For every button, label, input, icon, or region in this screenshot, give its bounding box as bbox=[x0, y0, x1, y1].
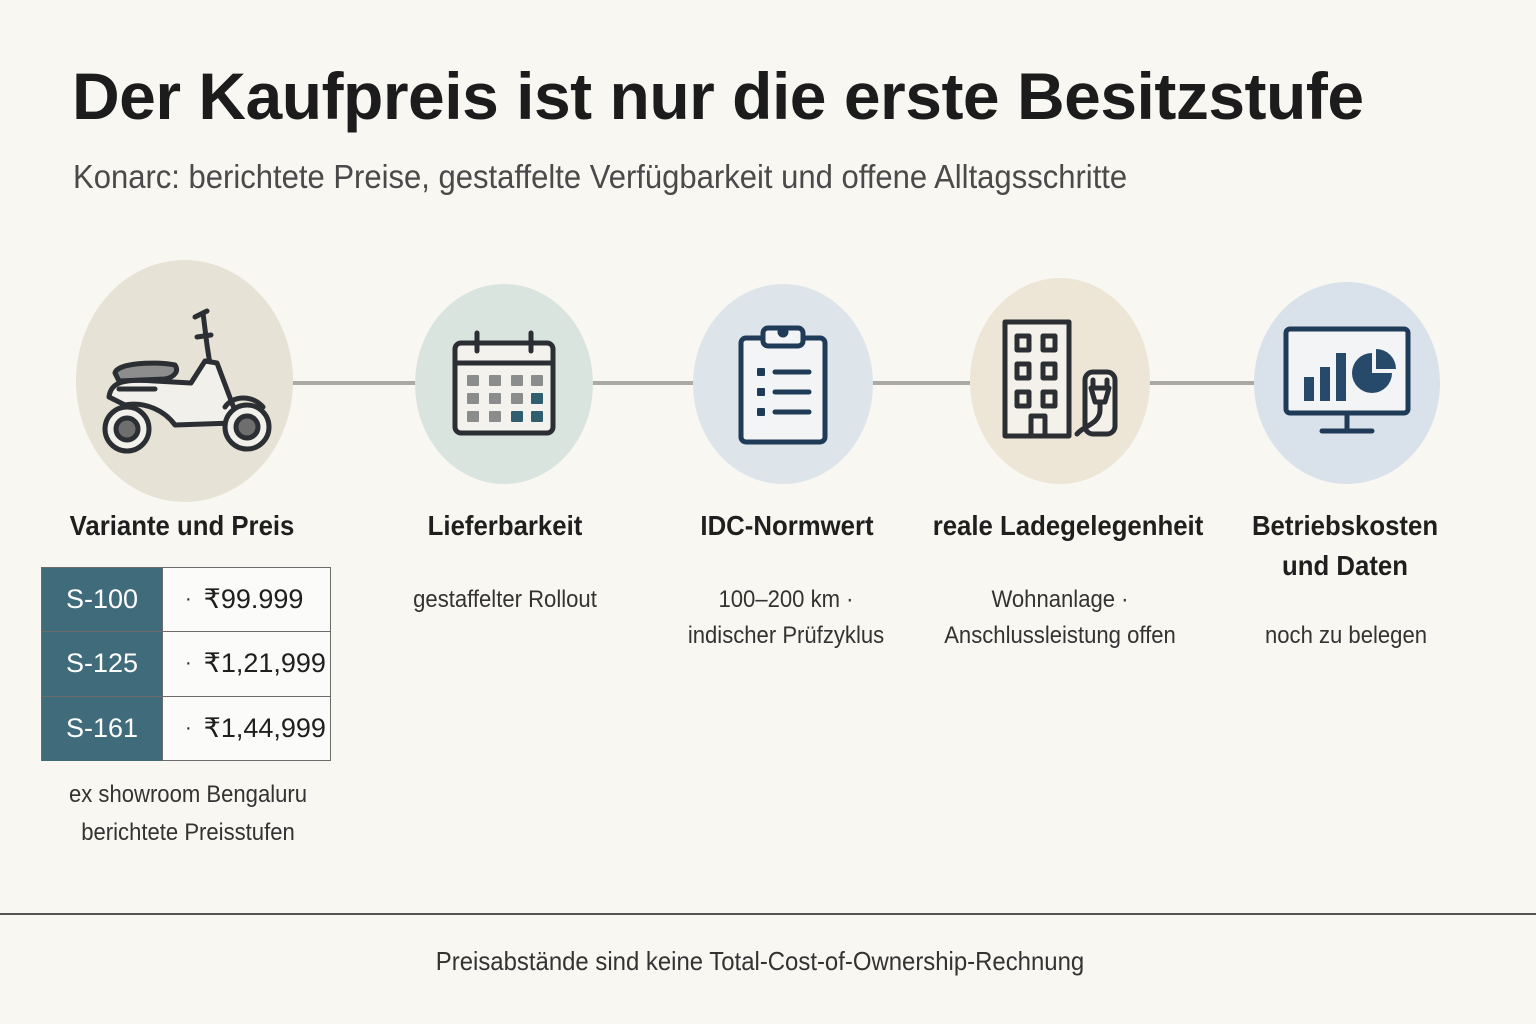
building-charger-icon bbox=[1002, 319, 1118, 439]
step-desc-line: Anschlussleistung offen bbox=[944, 622, 1176, 649]
step-desc-line: noch zu belegen bbox=[1264, 622, 1428, 649]
step-title-idc: IDC-Normwert bbox=[700, 510, 874, 541]
step-circle-variante bbox=[76, 260, 293, 502]
monitor-chart-icon bbox=[1283, 326, 1411, 434]
footer-divider bbox=[0, 913, 1536, 915]
step-title-lieferbarkeit: Lieferbarkeit bbox=[427, 510, 583, 541]
price-note-line: berichtete Preisstufen bbox=[81, 819, 295, 846]
connector-line bbox=[292, 381, 416, 385]
price-separator: · bbox=[185, 588, 192, 611]
calendar-icon bbox=[452, 330, 556, 436]
price-amount: ₹99.999 bbox=[203, 584, 304, 615]
connector-line bbox=[872, 381, 970, 385]
price-table: S-100 · ₹99.999 S-125 · ₹1,21,999 S-161 · ₹… bbox=[41, 567, 331, 761]
connector-line bbox=[592, 381, 694, 385]
step-circle-laden bbox=[970, 278, 1150, 484]
step-desc-line: indischer Prüfzyklus bbox=[687, 622, 885, 649]
step-title-laden: reale Ladegelegenheit bbox=[932, 510, 1204, 541]
step-title-line: und Daten bbox=[1282, 550, 1408, 581]
scooter-icon bbox=[102, 308, 271, 454]
step-desc-line: Wohnanlage · bbox=[991, 586, 1129, 613]
price-value: · ₹1,44,999 bbox=[162, 696, 330, 761]
step-circle-betrieb bbox=[1254, 282, 1440, 484]
clipboard-icon bbox=[738, 325, 828, 445]
price-row: S-125 · ₹1,21,999 bbox=[42, 632, 330, 697]
step-desc-betrieb: noch zu belegen bbox=[1265, 618, 1427, 654]
connector-line bbox=[1148, 381, 1256, 385]
step-circle-lieferbarkeit bbox=[415, 284, 593, 484]
page-title: Der Kaufpreis ist nur die erste Besitzst… bbox=[72, 59, 1364, 133]
step-desc-line: gestaffelter Rollout bbox=[413, 586, 597, 613]
step-desc-laden: Wohnanlage · Anschlussleistung offen bbox=[944, 582, 1176, 654]
step-title-line: Betriebskosten bbox=[1251, 510, 1439, 541]
price-amount: ₹1,44,999 bbox=[203, 713, 326, 744]
step-desc-lieferbarkeit: gestaffelter Rollout bbox=[413, 582, 597, 618]
step-desc-line: 100–200 km · bbox=[718, 586, 854, 613]
step-title-betrieb: Betriebskosten und Daten bbox=[1252, 506, 1438, 586]
page-subtitle: Konarc: berichtete Preise, gestaffelte V… bbox=[73, 158, 1128, 195]
price-separator: · bbox=[185, 717, 192, 740]
step-title-variante: Variante und Preis bbox=[69, 510, 295, 541]
footer-note: Preisabstände sind keine Total-Cost-of-O… bbox=[435, 946, 1085, 976]
price-variant: S-100 bbox=[42, 568, 162, 632]
price-note: ex showroom Bengaluru berichtete Preisst… bbox=[69, 776, 307, 852]
price-row: S-161 · ₹1,44,999 bbox=[42, 696, 330, 761]
price-variant: S-161 bbox=[42, 696, 162, 761]
step-circle-idc bbox=[693, 284, 873, 484]
price-note-line: ex showroom Bengaluru bbox=[68, 781, 308, 808]
price-amount: ₹1,21,999 bbox=[203, 648, 326, 679]
price-row: S-100 · ₹99.999 bbox=[42, 568, 330, 633]
price-variant: S-125 bbox=[42, 632, 162, 696]
price-separator: · bbox=[185, 652, 192, 675]
price-value: · ₹1,21,999 bbox=[162, 632, 330, 696]
step-desc-idc: 100–200 km · indischer Prüfzyklus bbox=[688, 582, 884, 654]
price-value: · ₹99.999 bbox=[162, 568, 330, 632]
